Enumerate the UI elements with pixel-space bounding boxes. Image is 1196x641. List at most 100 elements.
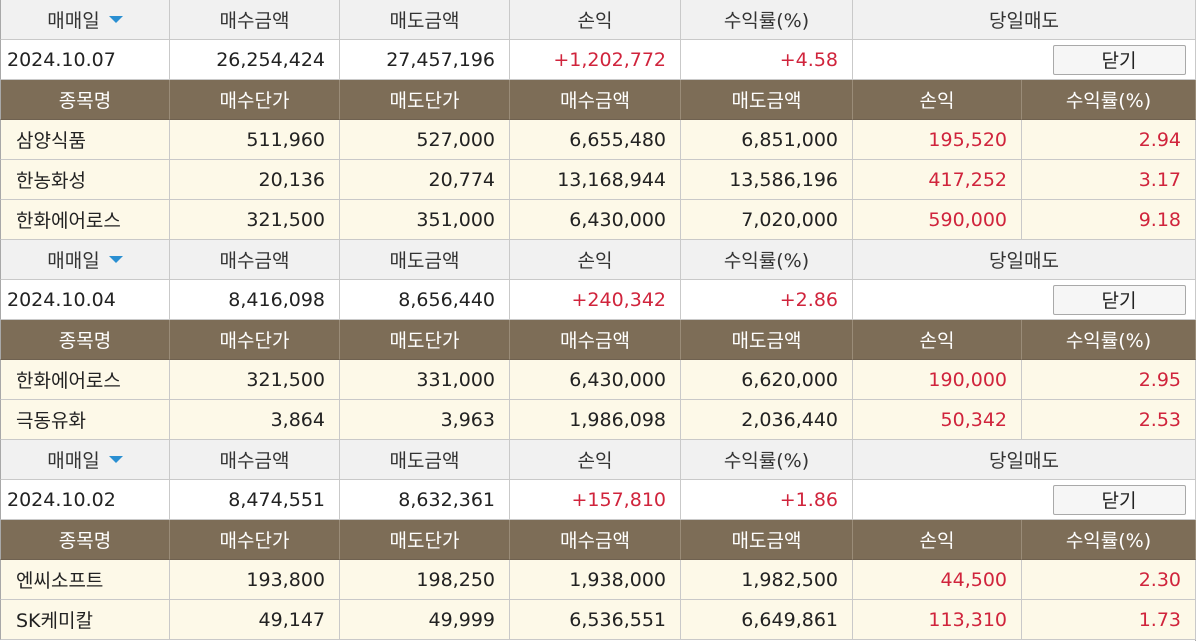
stock-name: 한화에어로스 — [16, 210, 121, 232]
item-header-return-rate: 수익률(%) — [1022, 520, 1196, 560]
stock-buy-amount-cell: 6,430,000 — [510, 200, 681, 240]
sort-descending-icon[interactable] — [108, 456, 123, 463]
stock-sell-amount-cell: 6,649,861 — [681, 600, 853, 640]
sort-descending-icon[interactable] — [108, 256, 123, 263]
summary-header-label: 매수금액 — [219, 250, 290, 272]
stock-sell-amount: 6,649,861 — [741, 608, 838, 631]
stock-row[interactable]: 삼양식품 511,960 527,000 6,655,480 6,851,000 195,… — [0, 120, 1196, 160]
stock-buy-amount-cell: 6,655,480 — [510, 120, 681, 160]
stock-return-rate: 2.94 — [1138, 128, 1181, 151]
summary-header-row: 매매일 매수금액 매도금액 손익 수익률(%) 당일매도 — [0, 440, 1196, 480]
stock-profit-cell: 417,252 — [853, 160, 1022, 200]
profit-value-text: +157,810 — [571, 488, 667, 511]
sort-descending-icon[interactable] — [108, 16, 123, 23]
summary-header-label: 당일매도 — [989, 10, 1059, 32]
stock-buy-amount: 1,986,098 — [569, 408, 666, 431]
summary-header-label: 매수금액 — [219, 10, 290, 32]
stock-sell-price-cell: 351,000 — [340, 200, 510, 240]
summary-header-return-rate: 수익률(%) — [681, 440, 853, 480]
stock-return-rate-cell: 2.30 — [1022, 560, 1196, 600]
summary-header-row: 매매일 매수금액 매도금액 손익 수익률(%) 당일매도 — [0, 0, 1196, 40]
stock-name: 엔씨소프트 — [16, 570, 104, 592]
summary-header-label: 매매일 — [47, 10, 100, 32]
item-header-return-rate: 수익률(%) — [1022, 80, 1196, 120]
stock-profit: 417,252 — [928, 168, 1007, 191]
profit-value: +1,202,772 — [510, 40, 681, 80]
item-header-sell-price: 매도단가 — [340, 520, 510, 560]
item-header-buy-amount: 매수금액 — [510, 520, 681, 560]
stock-name: SK케미칼 — [16, 610, 93, 632]
stock-name-cell: 극동유화 — [0, 400, 170, 440]
summary-header-same-day-sell: 당일매도 — [853, 440, 1196, 480]
stock-row[interactable]: 한화에어로스 321,500 331,000 6,430,000 6,620,000 19… — [0, 360, 1196, 400]
summary-header-label: 매매일 — [47, 450, 100, 472]
stock-buy-price-cell: 321,500 — [170, 360, 340, 400]
stock-return-rate-cell: 2.95 — [1022, 360, 1196, 400]
sell-amount-value-text: 8,656,440 — [398, 288, 495, 311]
item-header-buy-price: 매수단가 — [170, 80, 340, 120]
stock-sell-amount-cell: 6,620,000 — [681, 360, 853, 400]
stock-sell-amount: 2,036,440 — [741, 408, 838, 431]
stock-buy-price: 511,960 — [246, 128, 325, 151]
stock-buy-amount-cell: 1,986,098 — [510, 400, 681, 440]
stock-profit-cell: 195,520 — [853, 120, 1022, 160]
summary-header-sell-amount: 매도금액 — [340, 240, 510, 280]
summary-header-label: 수익률(%) — [723, 450, 810, 472]
stock-buy-amount: 6,536,551 — [569, 608, 666, 631]
trade-date-value-text: 2024.10.04 — [7, 288, 116, 311]
summary-header-sell-amount: 매도금액 — [340, 0, 510, 40]
item-header-sell-amount: 매도금액 — [681, 520, 853, 560]
summary-header-trade-date[interactable]: 매매일 — [0, 0, 170, 40]
stock-buy-amount: 6,430,000 — [569, 208, 666, 231]
stock-row[interactable]: 한화에어로스 321,500 351,000 6,430,000 7,020,000 59… — [0, 200, 1196, 240]
summary-header-sell-amount: 매도금액 — [340, 440, 510, 480]
trade-date-value: 2024.10.07 — [0, 40, 170, 80]
stock-sell-amount-cell: 6,851,000 — [681, 120, 853, 160]
stock-return-rate: 2.30 — [1138, 568, 1181, 591]
item-header-row: 종목명 매수단가 매도단가 매수금액 매도금액 손익 수익률(%) — [0, 80, 1196, 120]
stock-sell-amount-cell: 2,036,440 — [681, 400, 853, 440]
close-button[interactable]: 닫기 — [1052, 44, 1186, 75]
stock-return-rate: 2.53 — [1138, 408, 1181, 431]
stock-buy-price-cell: 3,864 — [170, 400, 340, 440]
summary-row: 2024.10.02 8,474,551 8,632,361 +157,810 +1.8… — [0, 480, 1196, 520]
stock-profit-cell: 190,000 — [853, 360, 1022, 400]
return-rate-value: +1.86 — [681, 480, 853, 520]
stock-buy-amount: 1,938,000 — [569, 568, 666, 591]
stock-buy-price: 321,500 — [246, 368, 325, 391]
close-button[interactable]: 닫기 — [1052, 284, 1186, 315]
summary-header-trade-date[interactable]: 매매일 — [0, 240, 170, 280]
close-button[interactable]: 닫기 — [1052, 484, 1186, 515]
item-header-name: 종목명 — [0, 320, 170, 360]
summary-header-trade-date[interactable]: 매매일 — [0, 440, 170, 480]
summary-header-label: 손익 — [577, 10, 613, 32]
stock-sell-price: 49,999 — [428, 608, 495, 631]
stock-sell-amount-cell: 7,020,000 — [681, 200, 853, 240]
stock-return-rate: 9.18 — [1138, 208, 1181, 231]
stock-sell-price: 331,000 — [416, 368, 495, 391]
item-header-row: 종목명 매수단가 매도단가 매수금액 매도금액 손익 수익률(%) — [0, 320, 1196, 360]
stock-row[interactable]: 한농화성 20,136 20,774 13,168,944 13,586,196 417,… — [0, 160, 1196, 200]
stock-row[interactable]: 극동유화 3,864 3,963 1,986,098 2,036,440 50,342 2.… — [0, 400, 1196, 440]
stock-buy-amount-cell: 1,938,000 — [510, 560, 681, 600]
stock-return-rate-cell: 2.53 — [1022, 400, 1196, 440]
stock-buy-price-cell: 321,500 — [170, 200, 340, 240]
stock-sell-price: 527,000 — [416, 128, 495, 151]
stock-return-rate-cell: 2.94 — [1022, 120, 1196, 160]
summary-header-label: 당일매도 — [989, 450, 1059, 472]
summary-header-return-rate: 수익률(%) — [681, 0, 853, 40]
stock-name-cell: 한농화성 — [0, 160, 170, 200]
stock-profit-cell: 113,310 — [853, 600, 1022, 640]
stock-sell-price: 3,963 — [440, 408, 495, 431]
summary-header-return-rate: 수익률(%) — [681, 240, 853, 280]
stock-profit: 50,342 — [940, 408, 1007, 431]
item-header-sell-price: 매도단가 — [340, 80, 510, 120]
stock-row[interactable]: 엔씨소프트 193,800 198,250 1,938,000 1,982,500 44,… — [0, 560, 1196, 600]
sell-amount-value: 8,656,440 — [340, 280, 510, 320]
stock-profit-cell: 50,342 — [853, 400, 1022, 440]
item-header-return-rate: 수익률(%) — [1022, 320, 1196, 360]
trade-date-value-text: 2024.10.02 — [7, 488, 116, 511]
buy-amount-value-text: 8,474,551 — [228, 488, 325, 511]
stock-row[interactable]: SK케미칼 49,147 49,999 6,536,551 6,649,861 113,3… — [0, 600, 1196, 640]
stock-name: 삼양식품 — [16, 130, 86, 152]
